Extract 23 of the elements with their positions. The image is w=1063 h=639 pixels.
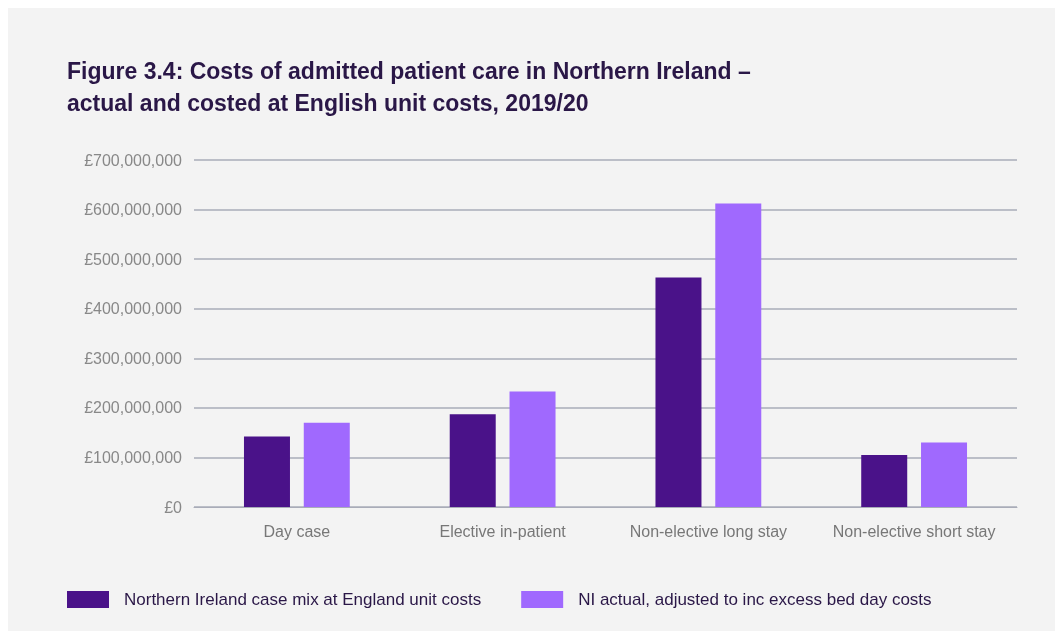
- y-tick-label: £100,000,000: [84, 448, 183, 466]
- y-tick-label: £0: [164, 498, 183, 516]
- bar: [655, 277, 702, 507]
- y-tick-label: £700,000,000: [84, 151, 183, 169]
- bar: [243, 436, 290, 507]
- bar: [921, 442, 968, 507]
- bar: [509, 391, 556, 507]
- bar: [449, 414, 496, 507]
- x-tick-label: Elective in-patient: [439, 522, 567, 540]
- bar: [303, 422, 350, 507]
- x-tick-label: Non-elective long stay: [629, 522, 788, 540]
- legend-label: Northern Ireland case mix at England unit costs: [124, 590, 482, 609]
- bar: [861, 454, 908, 507]
- y-tick-label: £500,000,000: [84, 250, 183, 268]
- legend-label: NI actual, adjusted to inc excess bed day costs: [578, 590, 932, 609]
- x-tick-label: Non-elective short stay: [832, 522, 996, 540]
- chart-title: Figure 3.4: Costs of admitted patient care in Northern Ireland – actual and costed at English unit costs, 2019/20: [67, 58, 751, 116]
- x-tick-label: Day case: [263, 522, 331, 540]
- y-tick-label: £600,000,000: [84, 201, 183, 219]
- y-tick-label: £200,000,000: [84, 399, 183, 417]
- bar: [715, 203, 762, 507]
- y-tick-label: £400,000,000: [84, 300, 183, 318]
- y-tick-label: £300,000,000: [84, 349, 183, 367]
